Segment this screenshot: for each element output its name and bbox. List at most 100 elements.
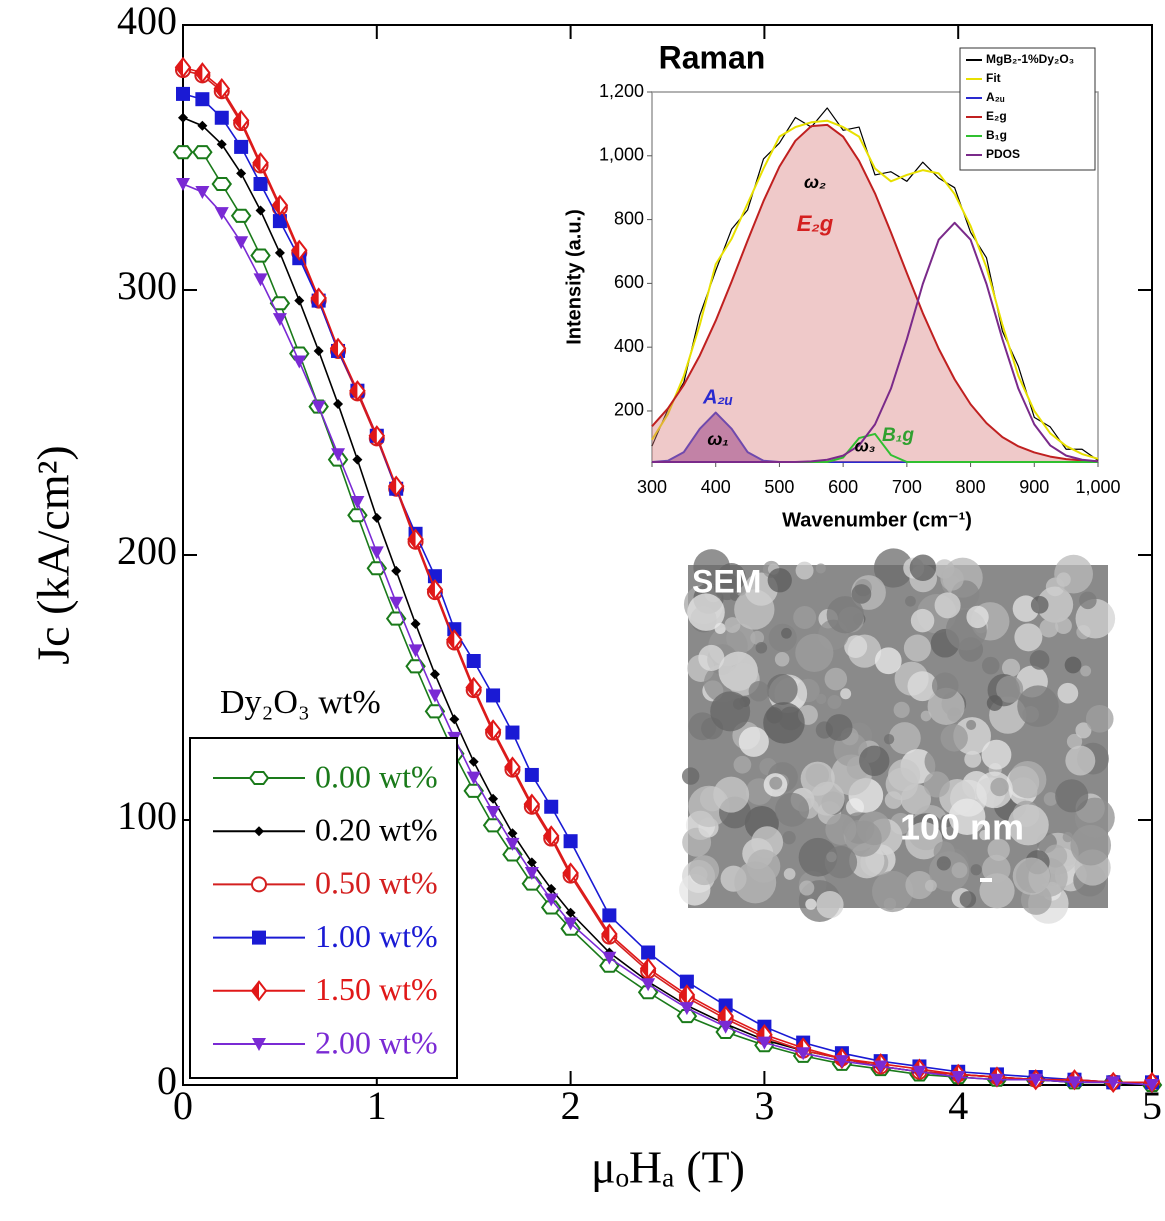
marker bbox=[333, 399, 343, 409]
sem-grain bbox=[825, 846, 857, 878]
sem-label: SEM bbox=[692, 563, 761, 599]
x-tick-label: 4 bbox=[948, 1083, 968, 1128]
sem-grain bbox=[795, 634, 833, 672]
marker bbox=[234, 140, 248, 154]
marker bbox=[391, 566, 401, 576]
marker bbox=[641, 946, 655, 960]
marker bbox=[430, 669, 440, 679]
sem-grain bbox=[971, 864, 982, 875]
sem-scale-bar bbox=[980, 878, 992, 882]
inset-x-tick-label: 700 bbox=[892, 477, 922, 497]
marker bbox=[215, 111, 229, 125]
sem-grain bbox=[932, 672, 959, 699]
sem-grain bbox=[784, 868, 796, 880]
sem-grain bbox=[805, 899, 816, 910]
sem-grain bbox=[749, 681, 769, 701]
sem-grain bbox=[1065, 657, 1082, 674]
sem-scale-label: 100 nm bbox=[900, 807, 1024, 848]
sem-grain bbox=[952, 862, 968, 878]
sem-grain bbox=[825, 814, 856, 845]
sem-grain bbox=[713, 777, 749, 813]
marker bbox=[252, 931, 266, 945]
sem-grain bbox=[827, 695, 841, 709]
legend-label: 0.20 wt% bbox=[315, 812, 438, 848]
marker bbox=[544, 800, 558, 814]
y-tick-label: 300 bbox=[117, 263, 177, 308]
marker bbox=[234, 236, 248, 249]
inset-legend-label: B₁g bbox=[986, 128, 1007, 142]
marker bbox=[602, 908, 616, 922]
marker bbox=[176, 178, 190, 191]
inset-y-tick-label: 1,200 bbox=[599, 81, 644, 101]
sem-grain bbox=[940, 567, 963, 590]
marker bbox=[525, 768, 539, 782]
inset-legend-label: A₂ᵤ bbox=[986, 90, 1005, 104]
inset-title: Raman bbox=[659, 39, 766, 75]
sem-grain bbox=[689, 855, 719, 885]
sem-grain bbox=[827, 596, 864, 633]
x-axis-label: μₒHₐ (T) bbox=[591, 1142, 745, 1193]
sem-grain bbox=[904, 635, 931, 662]
legend-label: 0.00 wt% bbox=[315, 758, 438, 794]
marker bbox=[236, 168, 246, 178]
inset-x-tick-label: 1,000 bbox=[1075, 477, 1120, 497]
marker bbox=[372, 513, 382, 523]
inset-annotation: E₂g bbox=[797, 211, 834, 236]
marker bbox=[252, 877, 266, 891]
sem-grain bbox=[781, 628, 792, 639]
inset-x-tick-label: 300 bbox=[637, 477, 667, 497]
sem-grain bbox=[966, 720, 976, 730]
sem-grain bbox=[816, 694, 826, 704]
sem-grain bbox=[768, 568, 792, 592]
sem-grain bbox=[1009, 761, 1046, 798]
sem-grain bbox=[1056, 572, 1070, 586]
sem-grain bbox=[937, 856, 951, 870]
sem-grain bbox=[964, 751, 981, 768]
legend-label: 1.50 wt% bbox=[315, 971, 438, 1007]
sem-grain bbox=[725, 617, 741, 633]
sem-grain bbox=[960, 891, 976, 907]
legend-title: Dy₂O₃ wt% bbox=[220, 684, 381, 721]
sem-grain bbox=[682, 767, 699, 784]
sem-grain bbox=[894, 702, 910, 718]
sem-grain bbox=[1013, 858, 1050, 895]
sem-grain bbox=[793, 606, 816, 629]
sem-grain bbox=[800, 581, 822, 603]
marker bbox=[178, 113, 188, 123]
inset-annotation: ω₃ bbox=[855, 436, 876, 455]
inset-y-tick-label: 800 bbox=[614, 208, 644, 228]
inset-y-tick-label: 1,000 bbox=[599, 145, 644, 165]
sem-grain bbox=[1017, 685, 1059, 727]
sem-grain bbox=[769, 777, 782, 790]
marker bbox=[411, 619, 421, 629]
sem-grain bbox=[710, 691, 750, 731]
y-tick-label: 400 bbox=[117, 0, 177, 43]
marker bbox=[465, 785, 483, 797]
sem-grain bbox=[884, 734, 894, 744]
y-tick-label: 200 bbox=[117, 528, 177, 573]
marker bbox=[256, 206, 266, 216]
marker bbox=[564, 834, 578, 848]
marker bbox=[213, 178, 231, 190]
inset-legend-label: MgB₂-1%Dy₂O₃ bbox=[986, 52, 1074, 66]
inset-legend-label: E₂g bbox=[986, 109, 1007, 123]
sem-grain bbox=[875, 647, 902, 674]
marker bbox=[505, 726, 519, 740]
inset-y-label: Intensity (a.u.) bbox=[563, 209, 585, 345]
figure: Jc (kA/cm²) μₒHₐ (T) 0123450100200300400… bbox=[0, 0, 1165, 1221]
sem-grain bbox=[816, 891, 843, 918]
sem-grain bbox=[982, 657, 1000, 675]
sem-grain bbox=[1086, 705, 1114, 733]
marker bbox=[252, 249, 270, 261]
y-axis-label: Jc (kA/cm²) bbox=[28, 445, 79, 664]
inset-x-label: Wavenumber (cm⁻¹) bbox=[782, 509, 972, 531]
sem-grain bbox=[925, 880, 937, 892]
sem-grain bbox=[886, 768, 918, 800]
sem-grain bbox=[799, 880, 814, 895]
marker bbox=[275, 248, 285, 258]
sem-grain bbox=[1070, 825, 1111, 866]
inset-x-tick-label: 500 bbox=[764, 477, 794, 497]
sem-grain bbox=[826, 714, 853, 741]
inset-y-tick-label: 400 bbox=[614, 336, 644, 356]
y-tick-label: 100 bbox=[117, 793, 177, 838]
